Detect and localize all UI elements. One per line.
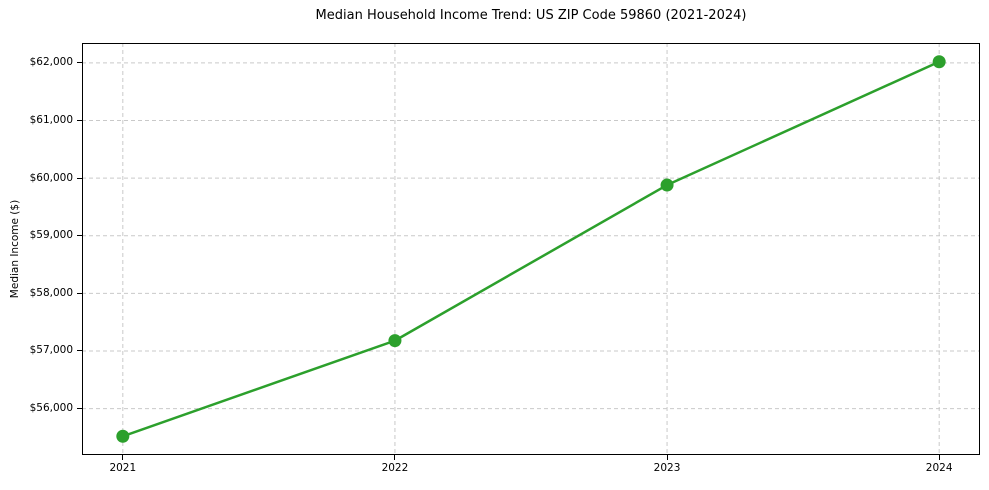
y-tick-label: $56,000 bbox=[29, 402, 73, 415]
y-tick-mark bbox=[77, 120, 82, 121]
x-tick-label: 2024 bbox=[925, 462, 953, 474]
y-tick-mark bbox=[77, 292, 82, 294]
y-axis-label: Median Income ($) bbox=[9, 199, 21, 299]
plot-area bbox=[82, 43, 980, 455]
y-tick-label: $58,000 bbox=[29, 286, 73, 299]
trend-line bbox=[121, 60, 941, 438]
axes-spines bbox=[82, 43, 980, 455]
x-tick-mark bbox=[394, 455, 396, 460]
x-tick-mark bbox=[938, 455, 940, 460]
y-tick-mark bbox=[77, 408, 82, 410]
x-tick-label: 2023 bbox=[653, 462, 681, 474]
chart-title: Median Household Income Trend: US ZIP Co… bbox=[315, 8, 747, 23]
data-point-2023 bbox=[660, 178, 674, 192]
data-point-2022 bbox=[388, 334, 402, 348]
y-tick-label: $61,000 bbox=[29, 114, 73, 126]
x-tick-mark bbox=[122, 455, 124, 460]
y-tick-label: $59,000 bbox=[29, 229, 73, 242]
y-tick-label: $60,000 bbox=[29, 171, 73, 184]
y-tick-mark bbox=[77, 350, 82, 352]
y-tick-label: $57,000 bbox=[29, 344, 73, 357]
y-tick-label: $62,000 bbox=[29, 56, 73, 69]
y-tick-mark bbox=[77, 177, 82, 179]
y-tick-mark bbox=[77, 235, 82, 237]
data-point-2024 bbox=[932, 55, 946, 69]
x-tick-label: 2021 bbox=[109, 462, 137, 474]
y-tick-mark bbox=[77, 62, 82, 64]
x-tick-mark bbox=[666, 455, 668, 460]
x-tick-label: 2022 bbox=[381, 462, 409, 474]
plot-canvas bbox=[82, 43, 980, 455]
data-point-2021 bbox=[116, 429, 130, 443]
